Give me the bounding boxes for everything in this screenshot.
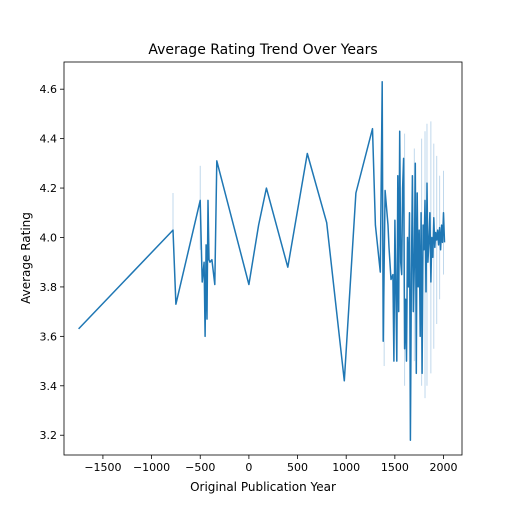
y-axis-label: Average Rating <box>19 212 33 304</box>
plot-frame <box>63 61 463 456</box>
y-tick-label: 3.8 <box>40 281 58 294</box>
y-tick-label: 3.6 <box>40 330 58 343</box>
x-tick-label: 1000 <box>332 461 360 474</box>
x-ticks: −1500 −1000 −500 0 500 1000 1500 2000 <box>84 455 458 474</box>
y-tick-label: 4.2 <box>40 182 58 195</box>
y-tick-label: 4.0 <box>40 231 58 244</box>
y-tick-label: 3.4 <box>40 380 58 393</box>
y-ticks: 3.2 3.4 3.6 3.8 4.0 4.2 4.4 4.6 <box>40 83 64 442</box>
y-tick-label: 4.6 <box>40 83 58 96</box>
x-tick-label: −500 <box>185 461 215 474</box>
series-layer <box>78 81 446 441</box>
x-tick-label: −1500 <box>84 461 121 474</box>
y-tick-label: 4.4 <box>40 133 58 146</box>
x-axis-label: Original Publication Year <box>190 480 336 494</box>
series-line <box>78 81 446 441</box>
x-tick-label: 2000 <box>430 461 458 474</box>
chart-title: Average Rating Trend Over Years <box>148 42 377 58</box>
x-tick-label: 500 <box>287 461 308 474</box>
x-tick-label: 1500 <box>381 461 409 474</box>
y-tick-label: 3.2 <box>40 429 58 442</box>
x-tick-label: 0 <box>245 461 252 474</box>
x-tick-label: −1000 <box>133 461 170 474</box>
